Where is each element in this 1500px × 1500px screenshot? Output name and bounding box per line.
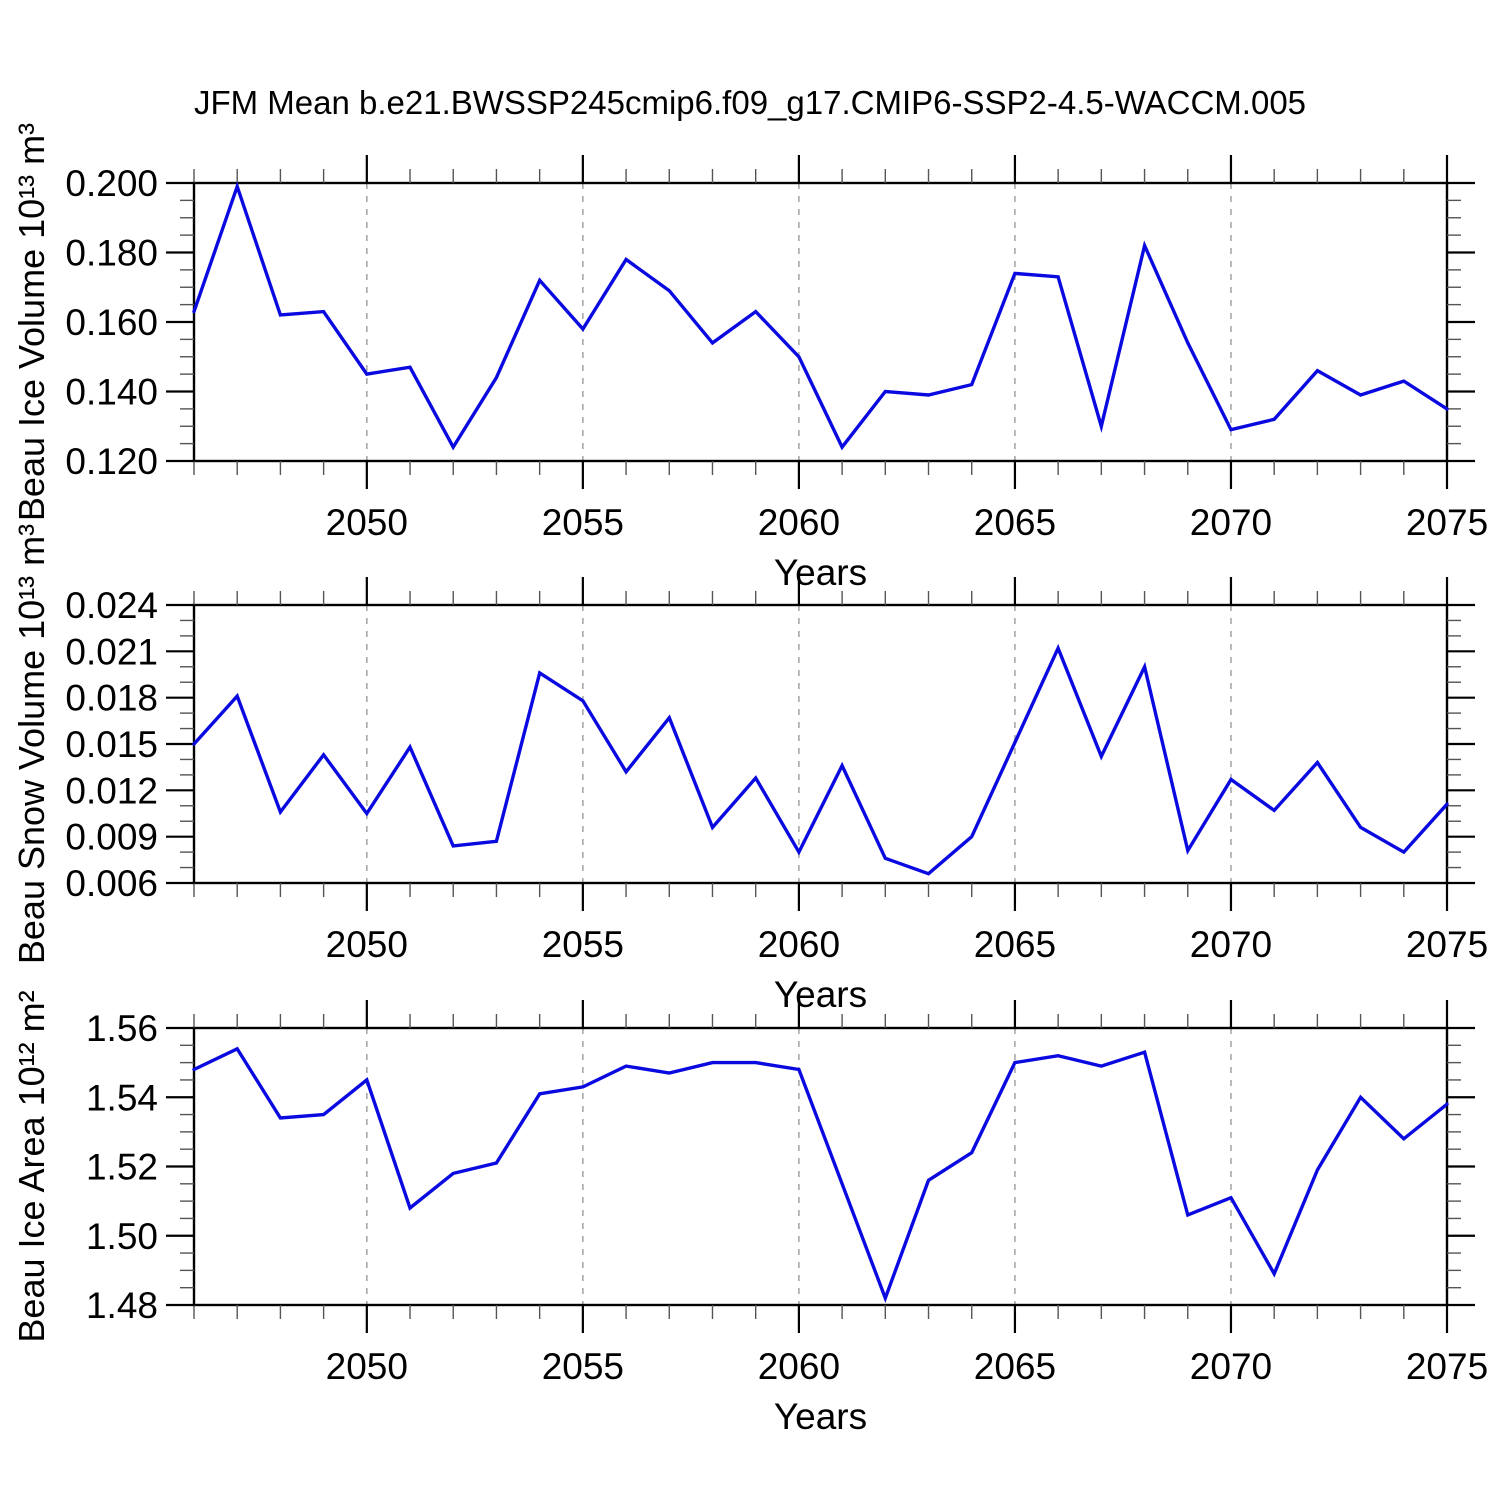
y-axis-label: Beau Snow Volume 10¹³ m³ [11,524,52,964]
chart-title: JFM Mean b.e21.BWSSP245cmip6.f09_g17.CMI… [193,84,1307,121]
y-tick-label: 0.009 [65,817,158,858]
y-tick-label: 0.180 [65,233,158,274]
series-line [192,643,1449,876]
plot-border [192,603,1449,885]
x-tick-label: 2050 [326,924,408,965]
y-tick-label: 0.012 [65,770,158,811]
y-tick-label: 0.200 [65,163,158,204]
x-tick-label: 2075 [1406,1346,1488,1387]
x-tick-label: 2050 [326,502,408,543]
x-tick-label: 2070 [1190,924,1272,965]
plot-border [192,1026,1449,1307]
x-tick-label: 2060 [758,924,840,965]
panel-ice-volume: 2050 2055 2060 2065 2070 2075 0.120 0.140 0.160 0… [11,123,1488,593]
x-tick-label: 2075 [1406,502,1488,543]
x-axis-label: Years [774,552,867,593]
y-tick-label: 1.54 [86,1077,158,1118]
x-tick-label: 2055 [542,502,624,543]
panel-ice-area: 2050 2055 2060 2065 2070 2075 1.48 1.50 1.52 1.54… [11,990,1488,1437]
x-axis-label: Years [774,1396,867,1437]
panel-snow-volume: 2050 2055 2060 2065 2070 2075 0.006 0.009 0.012 0… [11,524,1488,1015]
y-tick-label: 1.56 [86,1008,158,1049]
y-axis-label: Beau Ice Area 10¹² m² [11,990,52,1342]
x-tick-label: 2070 [1190,502,1272,543]
y-axis-label: Beau Ice Volume 10¹³ m³ [11,123,52,521]
y-tick-label: 1.48 [86,1285,158,1326]
x-tick-label: 2065 [974,1346,1056,1387]
x-tick-label: 2055 [542,1346,624,1387]
y-tick-label: 0.140 [65,372,158,413]
y-tick-label: 0.120 [65,441,158,482]
x-tick-label: 2065 [974,924,1056,965]
y-tick-label: 1.50 [86,1216,158,1257]
x-tick-label: 2055 [542,924,624,965]
x-axis-label: Years [774,974,867,1015]
y-tick-label: 0.006 [65,863,158,904]
x-tick-label: 2050 [326,1346,408,1387]
x-tick-label: 2070 [1190,1346,1272,1387]
series-line [192,181,1449,451]
y-tick-label: 0.160 [65,302,158,343]
x-tick-label: 2060 [758,502,840,543]
y-tick-label: 0.015 [65,724,158,765]
x-tick-label: 2075 [1406,924,1488,965]
x-tick-label: 2060 [758,1346,840,1387]
series-line [192,1046,1449,1303]
y-tick-label: 0.021 [65,631,158,672]
y-tick-label: 1.52 [86,1147,158,1188]
y-tick-label: 0.024 [65,585,158,626]
x-tick-label: 2065 [974,502,1056,543]
plot-border [192,181,1449,463]
y-tick-label: 0.018 [65,678,158,719]
